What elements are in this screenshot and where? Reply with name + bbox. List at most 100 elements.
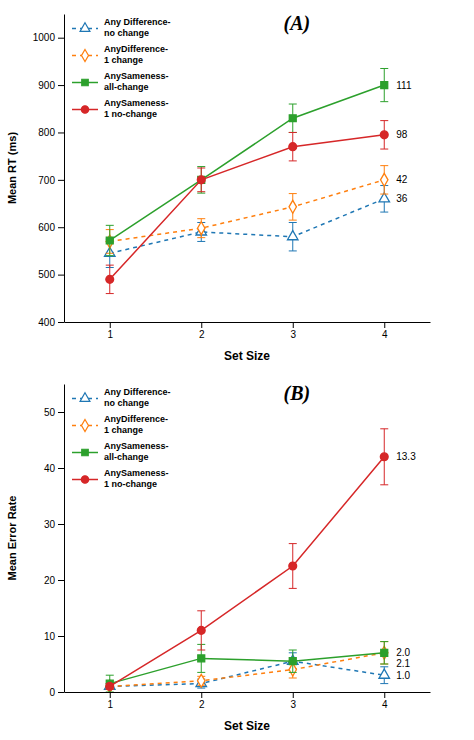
end-label: 98	[396, 129, 408, 140]
end-label: 36	[396, 193, 408, 204]
legend-entry: AnyDifference-1 change	[72, 414, 168, 435]
tick-label: 0	[49, 687, 55, 698]
legend-marker	[80, 393, 90, 402]
tick-mark	[58, 38, 64, 39]
panel: 123401020304050Set SizeMean Error Rate1.…	[6, 382, 431, 733]
legend-marker	[82, 49, 89, 61]
tick: 1	[107, 692, 113, 710]
tick-label: 500	[38, 269, 55, 280]
error-bar	[197, 168, 205, 192]
tick-mark	[293, 322, 294, 328]
legend-label: Any Difference-no change	[104, 387, 171, 408]
tick-mark	[58, 636, 64, 637]
error-bar	[380, 429, 388, 485]
axis-line	[65, 322, 431, 323]
tick: 4	[382, 692, 388, 710]
marker	[106, 275, 114, 283]
marker	[197, 626, 205, 634]
tick: 700	[38, 175, 64, 186]
legend-marker	[81, 476, 88, 483]
tick-mark	[384, 322, 385, 328]
x-axis-title: Set Size	[224, 349, 270, 363]
tick-mark	[201, 322, 202, 328]
tick: 50	[44, 407, 64, 418]
series	[106, 642, 389, 692]
plot-area	[104, 68, 389, 293]
legend-entry: Any Difference-no change	[72, 17, 171, 38]
legend-entry: AnySameness-1 no-change	[72, 98, 169, 119]
panel: 12344005006007008009001000Set SizeMean R…	[6, 12, 431, 363]
tick: 600	[38, 222, 64, 233]
tick-label: 700	[38, 175, 55, 186]
legend-label: Any Difference-no change	[104, 17, 171, 38]
series	[106, 121, 389, 294]
tick-mark	[58, 275, 64, 276]
legend-marker	[80, 23, 90, 32]
tick: 0	[49, 687, 64, 698]
tick: 1000	[33, 32, 64, 43]
legend-entry: AnySameness-all-change	[72, 441, 169, 462]
tick: 4	[382, 322, 388, 340]
legend: Any Difference-no change AnyDifference-1 …	[72, 17, 171, 119]
tick-label: 1	[107, 699, 113, 710]
plot-area	[104, 429, 389, 692]
marker	[198, 655, 205, 662]
error-bar	[289, 104, 297, 132]
y-axis-title: Mean Error Rate	[6, 496, 18, 581]
marker	[197, 176, 205, 184]
error-bar	[197, 219, 205, 238]
error-bar	[197, 167, 205, 194]
tick-label: 20	[44, 575, 56, 586]
legend-entry: AnySameness-1 no-change	[72, 468, 169, 489]
axis-line	[64, 15, 65, 323]
tick: 2	[199, 322, 205, 340]
tick-mark	[58, 227, 64, 228]
marker	[104, 680, 115, 689]
end-label: 1.0	[396, 670, 410, 681]
marker	[287, 231, 298, 240]
tick-label: 40	[44, 463, 56, 474]
marker	[198, 176, 205, 183]
error-bar	[106, 265, 114, 293]
tick: 10	[44, 631, 64, 642]
y-axis: 4005006007008009001000	[33, 15, 65, 328]
tick-mark	[384, 692, 385, 698]
tick-label: 1	[107, 329, 113, 340]
tick-label: 4	[382, 699, 388, 710]
error-bar	[380, 68, 388, 101]
x-axis: 1 2 3 4	[65, 322, 431, 340]
end-label: 2.0	[396, 647, 410, 658]
x-axis: 1 2 3 4	[65, 692, 431, 710]
legend-entry: Any Difference-no change	[72, 387, 171, 408]
series	[106, 68, 389, 255]
error-bar	[289, 544, 297, 589]
end-label: 111	[396, 80, 412, 91]
tick: 400	[38, 317, 64, 328]
tick-mark	[110, 692, 111, 698]
marker	[106, 237, 113, 244]
line	[110, 653, 385, 684]
tick-mark	[293, 692, 294, 698]
marker	[380, 453, 388, 461]
x-axis-title: Set Size	[224, 719, 270, 733]
error-bar	[106, 225, 114, 255]
tick: 2	[199, 692, 205, 710]
tick-label: 3	[290, 699, 296, 710]
error-bar	[289, 194, 297, 221]
marker	[289, 143, 297, 151]
series	[104, 186, 389, 268]
figure: 12344005006007008009001000Set SizeMean R…	[0, 0, 474, 740]
legend-marker	[82, 419, 89, 431]
line	[110, 653, 385, 687]
marker	[381, 173, 388, 186]
marker	[380, 131, 388, 139]
tick-mark	[58, 180, 64, 181]
marker	[381, 82, 388, 89]
tick-label: 900	[38, 80, 55, 91]
tick-label: 3	[290, 329, 296, 340]
legend-marker	[82, 449, 88, 455]
legend-entry: AnyDifference-1 change	[72, 44, 168, 64]
y-axis-title: Mean RT (ms)	[6, 132, 18, 204]
tick-mark	[110, 322, 111, 328]
end-label: 13.3	[396, 451, 416, 462]
